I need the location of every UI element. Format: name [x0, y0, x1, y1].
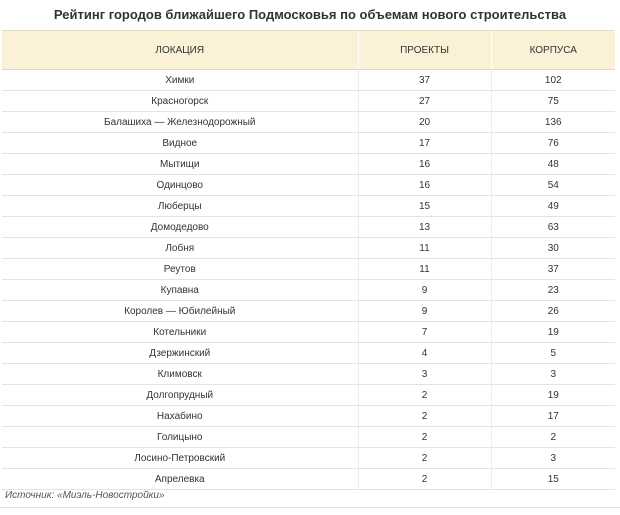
table-row: Одинцово 16 54 — [2, 174, 615, 196]
header-row: ЛОКАЦИЯ ПРОЕКТЫ КОРПУСА — [2, 30, 615, 70]
table-row: Люберцы 15 49 — [2, 195, 615, 217]
buildings-cell: 76 — [490, 132, 615, 154]
projects-cell: 11 — [357, 237, 491, 259]
source-note: Источник: «Миэль-Новостройки» — [5, 490, 165, 501]
projects-cell: 15 — [357, 195, 491, 217]
buildings-cell: 75 — [490, 90, 615, 112]
buildings-cell: 23 — [490, 279, 615, 301]
projects-cell: 11 — [357, 258, 491, 280]
projects-cell: 2 — [357, 426, 491, 448]
buildings-cell: 15 — [490, 468, 615, 490]
projects-cell: 16 — [357, 153, 491, 175]
bottom-divider — [0, 507, 620, 508]
location-cell: Домодедово — [2, 216, 358, 238]
buildings-cell: 30 — [490, 237, 615, 259]
buildings-cell: 136 — [490, 111, 615, 133]
buildings-cell: 19 — [490, 321, 615, 343]
projects-cell: 37 — [357, 69, 491, 91]
column-header-location: ЛОКАЦИЯ — [2, 30, 358, 70]
table-row: Королев — Юбилейный 9 26 — [2, 300, 615, 322]
table-row: Химки 37 102 — [2, 69, 615, 91]
location-cell: Королев — Юбилейный — [2, 300, 358, 322]
projects-cell: 27 — [357, 90, 491, 112]
buildings-cell: 54 — [490, 174, 615, 196]
table-row: Дзержинский 4 5 — [2, 342, 615, 364]
table-row: Климовск 3 3 — [2, 363, 615, 385]
location-cell: Климовск — [2, 363, 358, 385]
projects-cell: 4 — [357, 342, 491, 364]
column-header-projects: ПРОЕКТЫ — [357, 30, 491, 70]
projects-cell: 2 — [357, 384, 491, 406]
location-cell: Нахабино — [2, 405, 358, 427]
buildings-cell: 102 — [490, 69, 615, 91]
table-row: Лосино-Петровский 2 3 — [2, 447, 615, 469]
location-cell: Люберцы — [2, 195, 358, 217]
location-cell: Дзержинский — [2, 342, 358, 364]
location-cell: Мытищи — [2, 153, 358, 175]
projects-cell: 9 — [357, 300, 491, 322]
table-row: Апрелевка 2 15 — [2, 468, 615, 490]
table-row: Голицыно 2 2 — [2, 426, 615, 448]
buildings-cell: 2 — [490, 426, 615, 448]
table-row: Нахабино 2 17 — [2, 405, 615, 427]
table-row: Реутов 11 37 — [2, 258, 615, 280]
buildings-cell: 3 — [490, 447, 615, 469]
location-cell: Видное — [2, 132, 358, 154]
buildings-cell: 5 — [490, 342, 615, 364]
table-row: Купавна 9 23 — [2, 279, 615, 301]
location-cell: Котельники — [2, 321, 358, 343]
location-cell: Одинцово — [2, 174, 358, 196]
location-cell: Купавна — [2, 279, 358, 301]
buildings-cell: 49 — [490, 195, 615, 217]
buildings-cell: 63 — [490, 216, 615, 238]
table-row: Лобня 11 30 — [2, 237, 615, 259]
projects-cell: 9 — [357, 279, 491, 301]
column-header-buildings: КОРПУСА — [490, 30, 615, 70]
table-row: Мытищи 16 48 — [2, 153, 615, 175]
table-header: ЛОКАЦИЯ ПРОЕКТЫ КОРПУСА — [2, 30, 615, 70]
table-row: Балашиха — Железнодорожный 20 136 — [2, 111, 615, 133]
table-row: Видное 17 76 — [2, 132, 615, 154]
location-cell: Красногорск — [2, 90, 358, 112]
buildings-cell: 19 — [490, 384, 615, 406]
projects-cell: 2 — [357, 405, 491, 427]
projects-cell: 17 — [357, 132, 491, 154]
location-cell: Апрелевка — [2, 468, 358, 490]
projects-cell: 2 — [357, 468, 491, 490]
ranking-table: ЛОКАЦИЯ ПРОЕКТЫ КОРПУСА Химки 37 102 Красно… — [2, 30, 615, 490]
buildings-cell: 3 — [490, 363, 615, 385]
projects-cell: 7 — [357, 321, 491, 343]
projects-cell: 20 — [357, 111, 491, 133]
buildings-cell: 17 — [490, 405, 615, 427]
location-cell: Химки — [2, 69, 358, 91]
location-cell: Лосино-Петровский — [2, 447, 358, 469]
projects-cell: 2 — [357, 447, 491, 469]
projects-cell: 16 — [357, 174, 491, 196]
buildings-cell: 37 — [490, 258, 615, 280]
table-body: Химки 37 102 Красногорск 27 75 Балашиха — Желе… — [2, 69, 615, 490]
location-cell: Долгопрудный — [2, 384, 358, 406]
projects-cell: 3 — [357, 363, 491, 385]
buildings-cell: 48 — [490, 153, 615, 175]
table-row: Красногорск 27 75 — [2, 90, 615, 112]
location-cell: Реутов — [2, 258, 358, 280]
table-row: Домодедово 13 63 — [2, 216, 615, 238]
location-cell: Голицыно — [2, 426, 358, 448]
table-title: Рейтинг городов ближайшего Подмосковья п… — [53, 7, 567, 22]
table-row: Долгопрудный 2 19 — [2, 384, 615, 406]
buildings-cell: 26 — [490, 300, 615, 322]
projects-cell: 13 — [357, 216, 491, 238]
location-cell: Балашиха — Железнодорожный — [2, 111, 358, 133]
table-row: Котельники 7 19 — [2, 321, 615, 343]
location-cell: Лобня — [2, 237, 358, 259]
